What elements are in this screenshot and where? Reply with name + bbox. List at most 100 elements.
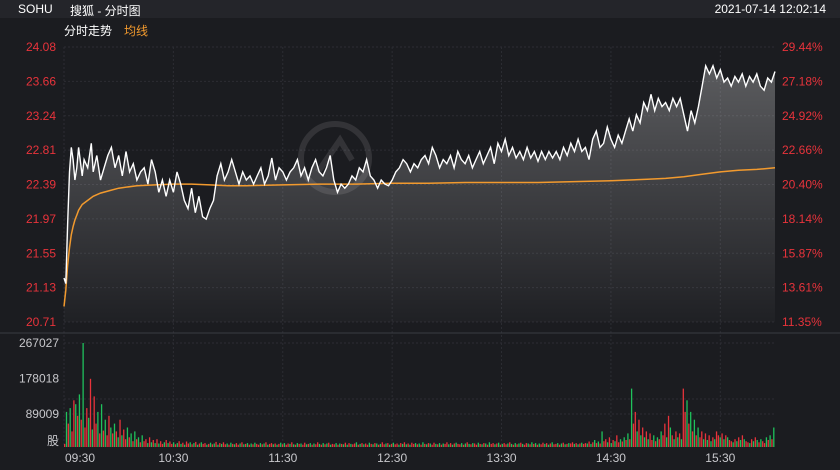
volume-bar [307, 443, 310, 447]
volume-bar [438, 443, 441, 447]
time-tick-label: 12:30 [377, 451, 407, 465]
volume-bar [699, 437, 701, 447]
tab-intraday[interactable]: 分时走势 [64, 24, 113, 38]
volume-bar [73, 400, 75, 447]
ticker-label: SOHU [18, 2, 53, 16]
volume-bar [704, 433, 707, 447]
volume-bar [749, 443, 751, 447]
volume-bar [285, 444, 287, 447]
volume-bar [165, 440, 167, 447]
volume-bar [322, 443, 324, 447]
volume-bar [743, 439, 745, 447]
volume-bar [213, 443, 215, 447]
volume-bar [472, 443, 474, 447]
volume-bar [497, 442, 500, 447]
volume-bar [348, 443, 350, 447]
volume-bar [195, 441, 197, 447]
volume-bar [246, 443, 249, 447]
volume-bar [344, 442, 346, 447]
volume-bar [451, 444, 454, 447]
volume-bar [534, 443, 537, 447]
volume-bar [226, 443, 228, 447]
volume-bar [564, 444, 566, 447]
volume-bar [597, 441, 599, 447]
volume-bar [97, 411, 99, 447]
volume-bar [130, 433, 132, 447]
volume-bar [512, 444, 515, 447]
volume-axis: 89009 178018 267027 股 [19, 336, 59, 448]
volume-bar [485, 443, 487, 447]
volume-bar [669, 427, 672, 447]
time-tick-label: 15:30 [705, 451, 735, 465]
volume-bar [267, 444, 269, 447]
volume-bar [366, 444, 369, 447]
volume-bar [75, 404, 77, 447]
volume-bar [335, 443, 337, 447]
price-tick-label: 22.39 [26, 178, 56, 192]
volume-bar [634, 411, 636, 447]
volume-tick-label: 178018 [19, 372, 59, 386]
volume-bar [110, 427, 112, 447]
volume-bar [233, 444, 236, 447]
volume-bar [333, 444, 335, 447]
volume-bar [723, 439, 725, 447]
volume-bar [390, 443, 393, 447]
volume-bar [464, 443, 467, 447]
volume-bar [123, 429, 125, 447]
volume-bar [462, 444, 465, 447]
volume-bar [767, 440, 769, 447]
volume-bar [588, 441, 590, 447]
volume-bar [294, 444, 297, 447]
volume-bar [525, 443, 527, 447]
volume-bar [132, 441, 134, 447]
volume-bar [396, 443, 398, 447]
volume-bar [673, 439, 675, 447]
volume-bar [614, 441, 616, 447]
volume-bar [595, 443, 598, 447]
volume-bar [189, 442, 191, 447]
volume-bar [680, 439, 683, 447]
volume-bar [326, 443, 328, 447]
volume-bar [682, 388, 684, 447]
volume-bar [243, 444, 245, 447]
volume-bar [760, 439, 762, 447]
volume-bar [405, 444, 407, 447]
volume-bar [714, 439, 716, 447]
volume-bar [361, 443, 363, 447]
volume-bar [555, 443, 557, 447]
volume-bar [250, 443, 252, 447]
volume-bar [150, 442, 153, 447]
volume-bar [684, 411, 686, 447]
volume-bar [86, 408, 88, 447]
volume-bar [298, 443, 300, 447]
volume-bar [141, 435, 143, 447]
volume-bar [237, 444, 239, 447]
volume-bar [481, 444, 483, 447]
volume-bar [400, 443, 402, 447]
volume-bar [289, 443, 291, 447]
volume-bar [516, 444, 518, 447]
volume-bar [328, 442, 330, 447]
volume-bar [241, 442, 243, 447]
volume-bar [346, 444, 348, 447]
volume-bar [102, 430, 105, 447]
volume-bar [739, 440, 742, 447]
volume-bar [582, 443, 585, 447]
volume-bar [270, 443, 273, 447]
time-tick-label: 11:30 [268, 451, 297, 465]
time-tick-label: 09:30 [65, 451, 95, 465]
volume-bar [202, 443, 204, 447]
percent-tick-label: 27.18% [782, 74, 823, 88]
volume-bar [281, 444, 284, 447]
volume-bar [592, 442, 594, 447]
volume-bar [254, 442, 256, 447]
volume-bar [368, 442, 370, 447]
volume-bar [108, 415, 110, 447]
volume-bar [653, 435, 655, 447]
volume-bar [509, 442, 511, 447]
volume-bar [215, 441, 217, 447]
volume-bar [477, 442, 479, 447]
volume-bar [621, 441, 624, 447]
volume-bar [560, 443, 563, 447]
